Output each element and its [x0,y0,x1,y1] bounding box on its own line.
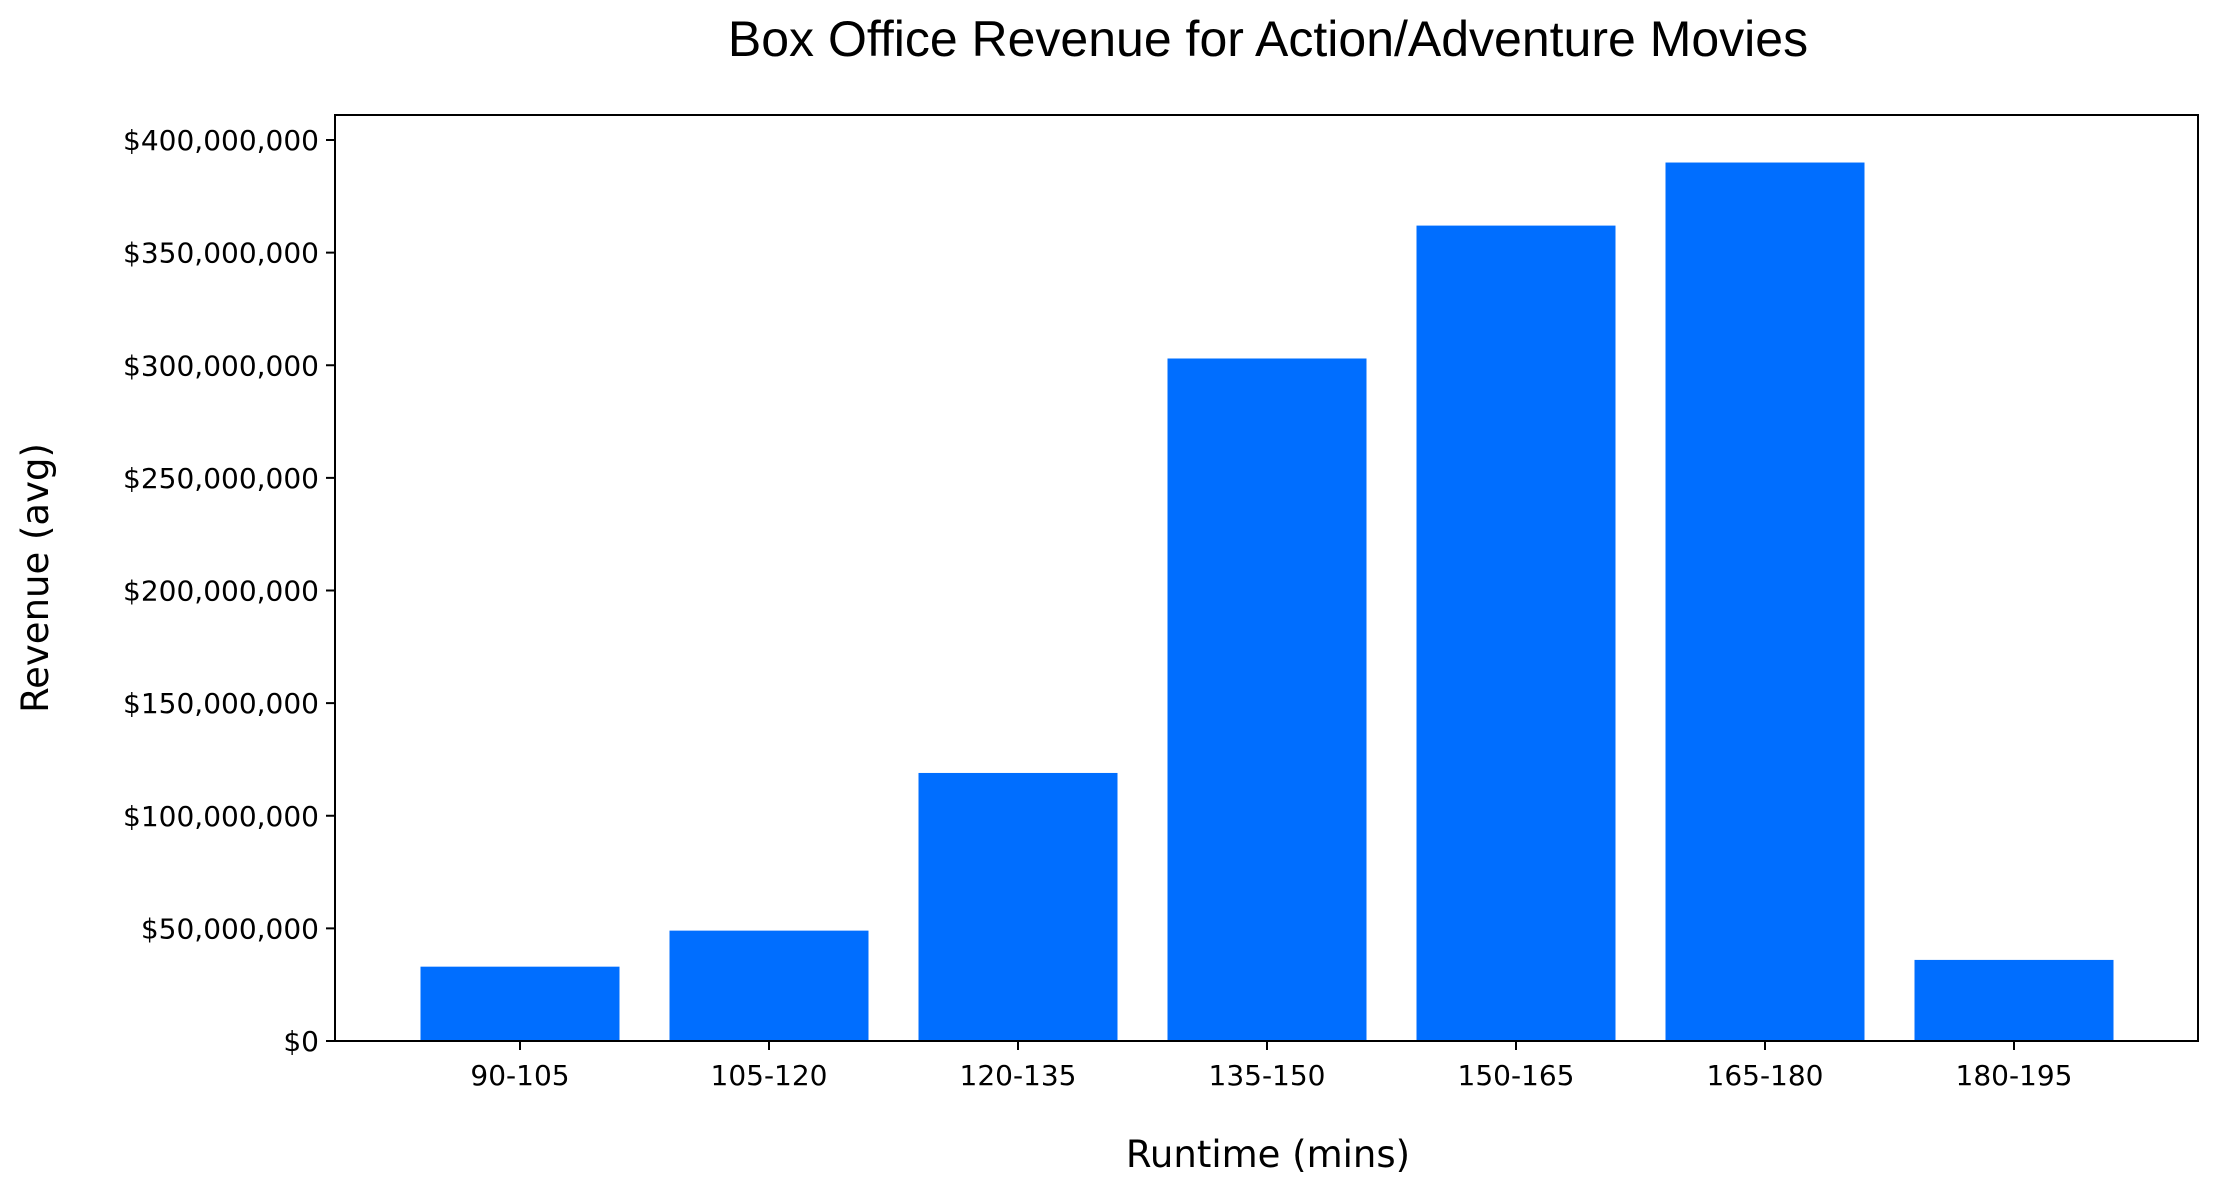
x-tick-label: 150-165 [1458,1059,1575,1092]
y-axis-ticks: $0 $50,000,000 $100,000,000 $150,000,000 $20… [123,124,335,1058]
x-tick-label: 165-180 [1707,1059,1824,1092]
x-tick-label: 105-120 [711,1059,828,1092]
y-axis-label: Revenue (avg) [14,443,57,713]
bar-165-180 [1665,162,1865,1041]
bars-group [420,162,2114,1042]
y-tick-label: $200,000,000 [123,575,319,608]
x-axis-ticks: 90-105 105-120 120-135 135-150 150-165 165-18… [470,1041,2073,1092]
x-tick-label: 120-135 [960,1059,1077,1092]
y-tick-label: $100,000,000 [123,800,319,833]
bar-120-135 [918,772,1118,1041]
y-tick-label: $300,000,000 [123,349,319,382]
y-tick-label: $50,000,000 [141,912,319,945]
bar-150-165 [1416,225,1616,1042]
y-tick-label: $150,000,000 [123,687,319,720]
x-tick-label: 180-195 [1956,1059,2073,1092]
y-tick-label: $250,000,000 [123,462,319,495]
bar-135-150 [1167,358,1367,1041]
chart-title: Box Office Revenue for Action/Adventure … [728,11,1808,67]
x-axis-label: Runtime (mins) [1126,1133,1410,1176]
bar-105-120 [669,930,869,1041]
y-tick-label: $400,000,000 [123,124,319,157]
x-tick-label: 135-150 [1209,1059,1326,1092]
bar-180-195 [1914,959,2114,1041]
y-tick-label: $0 [283,1025,319,1058]
plot-area-frame [334,114,2199,1042]
bar-90-105 [420,966,620,1041]
y-tick-label: $350,000,000 [123,237,319,270]
x-tick-label: 90-105 [470,1059,569,1092]
